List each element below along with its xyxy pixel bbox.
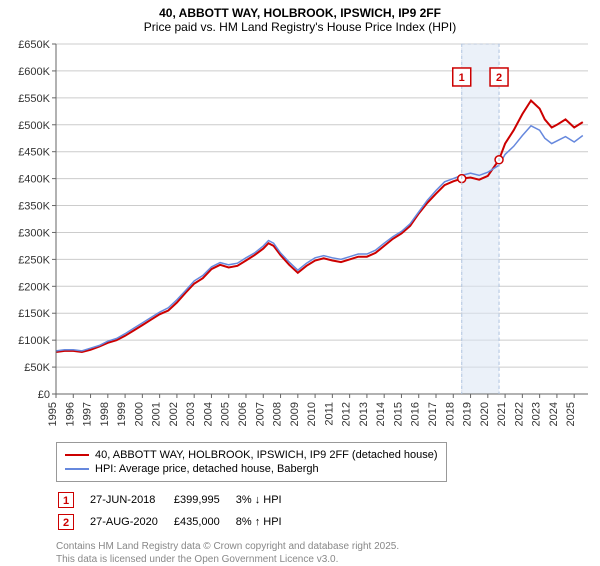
svg-text:£350K: £350K — [18, 201, 50, 213]
svg-text:2010: 2010 — [306, 402, 318, 426]
svg-text:£0: £0 — [38, 389, 50, 401]
legend-swatch — [65, 468, 89, 470]
attribution: Contains HM Land Registry data © Crown c… — [56, 540, 600, 566]
sale-date: 27-JUN-2018 — [90, 490, 172, 510]
chart-subtitle: Price paid vs. HM Land Registry's House … — [0, 20, 600, 34]
legend-item: 40, ABBOTT WAY, HOLBROOK, IPSWICH, IP9 2… — [65, 449, 438, 461]
svg-text:£250K: £250K — [18, 254, 50, 266]
sales-table: 1 27-JUN-2018 £399,995 3% ↓ HPI 2 27-AUG… — [56, 488, 298, 534]
svg-text:2020: 2020 — [479, 402, 491, 426]
sale-delta: 8% ↑ HPI — [236, 512, 296, 532]
sale-marker-icon: 2 — [58, 514, 74, 530]
svg-text:1999: 1999 — [116, 402, 128, 426]
svg-text:£300K: £300K — [18, 227, 50, 239]
svg-text:£150K: £150K — [18, 308, 50, 320]
svg-text:2023: 2023 — [531, 402, 543, 426]
svg-text:2021: 2021 — [496, 402, 508, 426]
legend-swatch — [65, 454, 89, 456]
legend: 40, ABBOTT WAY, HOLBROOK, IPSWICH, IP9 2… — [56, 442, 447, 482]
legend-label: HPI: Average price, detached house, Babe… — [95, 463, 319, 475]
svg-text:2014: 2014 — [375, 402, 387, 426]
svg-text:£400K: £400K — [18, 174, 50, 186]
svg-text:2012: 2012 — [341, 402, 353, 426]
svg-text:2015: 2015 — [392, 402, 404, 426]
svg-text:2008: 2008 — [272, 402, 284, 426]
svg-text:1995: 1995 — [47, 402, 59, 426]
svg-text:2022: 2022 — [513, 402, 525, 426]
svg-text:2006: 2006 — [237, 402, 249, 426]
svg-text:1998: 1998 — [99, 402, 111, 426]
sale-price: £435,000 — [174, 512, 234, 532]
svg-text:1996: 1996 — [64, 402, 76, 426]
svg-text:2004: 2004 — [202, 402, 214, 426]
svg-text:£50K: £50K — [24, 362, 50, 374]
svg-text:2001: 2001 — [151, 402, 163, 426]
svg-text:£550K: £550K — [18, 93, 50, 105]
svg-text:2025: 2025 — [565, 402, 577, 426]
svg-text:2003: 2003 — [185, 402, 197, 426]
svg-text:2009: 2009 — [289, 402, 301, 426]
svg-text:2002: 2002 — [168, 402, 180, 426]
chart-container: 40, ABBOTT WAY, HOLBROOK, IPSWICH, IP9 2… — [0, 6, 600, 566]
svg-text:2011: 2011 — [323, 402, 335, 426]
sale-delta: 3% ↓ HPI — [236, 490, 296, 510]
svg-text:2005: 2005 — [220, 402, 232, 426]
table-row: 1 27-JUN-2018 £399,995 3% ↓ HPI — [58, 490, 296, 510]
svg-text:2024: 2024 — [548, 402, 560, 426]
table-row: 2 27-AUG-2020 £435,000 8% ↑ HPI — [58, 512, 296, 532]
svg-text:£500K: £500K — [18, 120, 50, 132]
svg-text:2013: 2013 — [358, 402, 370, 426]
sale-price: £399,995 — [174, 490, 234, 510]
legend-label: 40, ABBOTT WAY, HOLBROOK, IPSWICH, IP9 2… — [95, 449, 438, 461]
plot-area: £0 £50K £100K £150K £200K £250K £300K £350K £400… — [0, 38, 600, 438]
svg-text:£450K: £450K — [18, 147, 50, 159]
sale-marker-icon: 1 — [58, 492, 74, 508]
svg-text:£650K: £650K — [18, 39, 50, 51]
svg-text:2017: 2017 — [427, 402, 439, 426]
legend-item: HPI: Average price, detached house, Babe… — [65, 463, 438, 475]
svg-text:1997: 1997 — [82, 402, 94, 426]
svg-text:£600K: £600K — [18, 66, 50, 78]
svg-text:2000: 2000 — [133, 402, 145, 426]
svg-text:2019: 2019 — [462, 402, 474, 426]
sale-date: 27-AUG-2020 — [90, 512, 172, 532]
svg-text:1: 1 — [459, 72, 465, 84]
chart-title: 40, ABBOTT WAY, HOLBROOK, IPSWICH, IP9 2… — [0, 6, 600, 20]
svg-text:£200K: £200K — [18, 281, 50, 293]
svg-text:2: 2 — [496, 72, 502, 84]
svg-text:2016: 2016 — [410, 402, 422, 426]
svg-text:2018: 2018 — [444, 402, 456, 426]
attribution-line: Contains HM Land Registry data © Crown c… — [56, 540, 600, 553]
plot-svg: £0 £50K £100K £150K £200K £250K £300K £350K £400… — [0, 38, 600, 438]
svg-text:£100K: £100K — [18, 335, 50, 347]
svg-text:2007: 2007 — [254, 402, 266, 426]
